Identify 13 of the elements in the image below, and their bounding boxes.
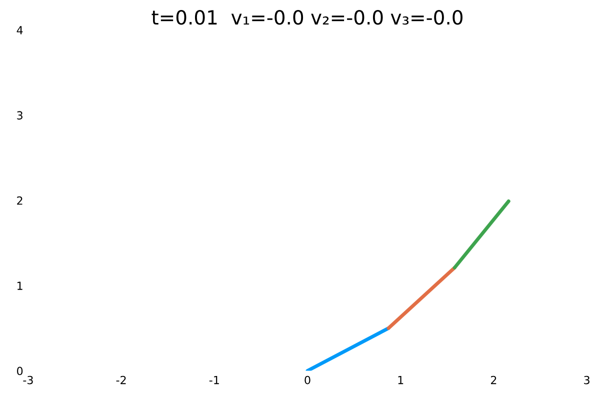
x-tick-label: 3 [584, 376, 590, 384]
x-tick-label: -1 [209, 376, 219, 384]
chart-title: t=0.01 v₁=-0.0 v₂=-0.0 v₃=-0.0 [152, 10, 462, 25]
x-tick-label: 0 [304, 376, 310, 384]
y-tick-label: 0 [17, 366, 23, 376]
x-tick-label: -2 [116, 376, 126, 384]
y-tick-label: 1 [17, 282, 22, 290]
y-tick-label: 2 [17, 196, 22, 205]
y-tick-label: 4 [16, 26, 23, 34]
x-tick-label: 2 [490, 376, 496, 384]
x-tick-label: -3 [23, 376, 33, 384]
x-tick-label: 1 [398, 376, 404, 384]
y-tick-label: 3 [17, 111, 22, 120]
